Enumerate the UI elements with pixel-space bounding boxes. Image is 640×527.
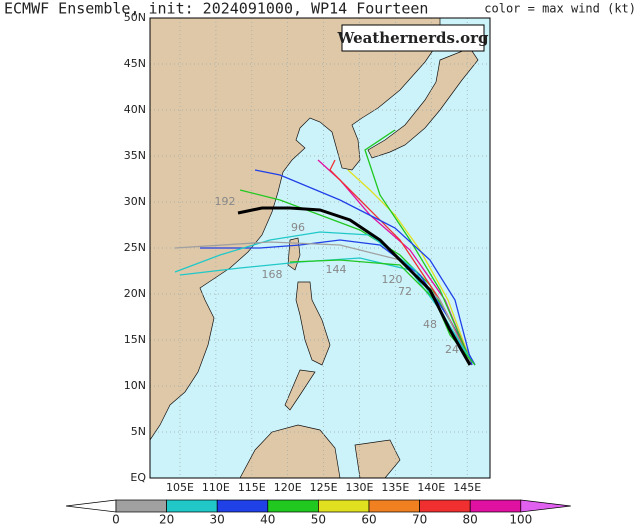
- track-labels: 168 144 120 96 72 48 24 192: [215, 195, 460, 356]
- track-label: 192: [215, 195, 236, 208]
- colorbar-segment: [267, 499, 319, 513]
- colorbar-label: 60: [361, 513, 376, 527]
- lon-label: 120E: [274, 481, 302, 494]
- track-label: 120: [382, 273, 403, 286]
- grid: [150, 18, 490, 478]
- watermark: Weathernerds.org: [336, 29, 489, 47]
- lat-label: 10N: [124, 379, 146, 392]
- tracks: [174, 129, 476, 366]
- lat-label: EQ: [130, 471, 146, 484]
- colorbar-label: 100: [509, 513, 532, 527]
- track-label: 168: [262, 268, 283, 281]
- lat-label: 30N: [124, 195, 146, 208]
- land: [149, 17, 479, 479]
- colorbar-label: 80: [463, 513, 478, 527]
- lon-label: 115E: [238, 481, 266, 494]
- lat-label: 25N: [124, 241, 146, 254]
- colorbar-segment: [115, 499, 167, 513]
- track-label: 48: [423, 318, 437, 331]
- colorbar-label: 30: [210, 513, 225, 527]
- lon-label: 145E: [453, 481, 481, 494]
- legend-label: color = max wind (kt): [484, 2, 636, 16]
- colorbar-segment: [166, 499, 218, 513]
- map-frame: [149, 17, 491, 479]
- track-label: 144: [326, 263, 347, 276]
- lat-label: 45N: [124, 57, 146, 70]
- lat-label: 50N: [124, 11, 146, 24]
- lon-label: 130E: [346, 481, 374, 494]
- colorbar-segment: [368, 499, 420, 513]
- colorbar-arrow: [65, 499, 117, 513]
- lat-label: 35N: [124, 149, 146, 162]
- colorbar-segment: [419, 499, 471, 513]
- colorbar-segment: [216, 499, 269, 513]
- lon-label: 140E: [417, 481, 445, 494]
- lon-label: 110E: [202, 481, 230, 494]
- map: 168 144 120 96 72 48 24 192 Weathernerds.org: [149, 17, 491, 479]
- colorbar-label: 70: [412, 513, 427, 527]
- track-label: 72: [398, 285, 412, 298]
- lat-label: 15N: [124, 333, 146, 346]
- lon-label: 105E: [166, 481, 194, 494]
- lat-label: 40N: [124, 103, 146, 116]
- lon-label: 125E: [310, 481, 338, 494]
- colorbar-segment: [469, 499, 522, 513]
- watermark-box: [341, 24, 485, 52]
- colorbar-label: 20: [159, 513, 174, 527]
- colorbar-label: 0: [112, 513, 120, 527]
- colorbar-label: 40: [260, 513, 275, 527]
- colorbar-segment: [318, 499, 370, 513]
- lat-label: 20N: [124, 287, 146, 300]
- track-label: 24: [445, 343, 459, 356]
- colorbar-arrow: [520, 499, 571, 513]
- colorbar: 0 20 30 40 50 60 70 80 100: [65, 499, 571, 527]
- lon-label: 135E: [381, 481, 409, 494]
- colorbar-label: 50: [311, 513, 326, 527]
- track-label: 96: [291, 221, 305, 234]
- lat-label: 5N: [131, 425, 146, 438]
- title: ECMWF Ensemble, init: 2024091000, WP14 F…: [4, 0, 428, 18]
